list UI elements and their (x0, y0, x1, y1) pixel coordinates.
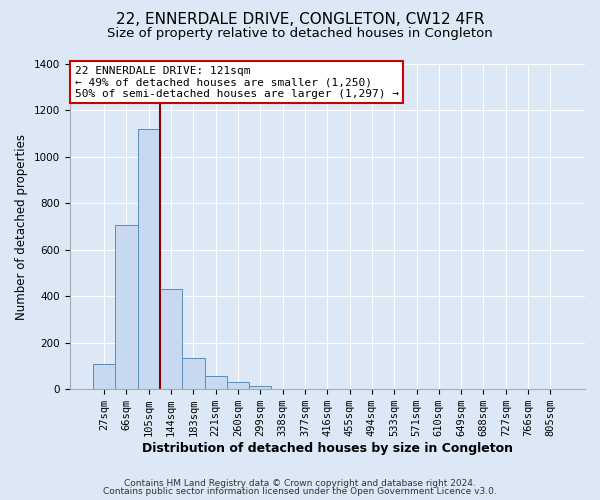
Bar (137, 129, 160, 389)
Bar (182, 358, 205, 389)
Bar (249, 386, 271, 389)
Text: Contains public sector information licensed under the Open Government Licence v3: Contains public sector information licen… (103, 487, 497, 496)
Bar (227, 382, 249, 389)
Bar (115, 226, 137, 389)
Bar (205, 376, 227, 389)
Y-axis label: Number of detached properties: Number of detached properties (15, 134, 28, 320)
Bar (160, 290, 182, 389)
Bar (93, 364, 115, 389)
Text: 22 ENNERDALE DRIVE: 121sqm
← 49% of detached houses are smaller (1,250)
50% of s: 22 ENNERDALE DRIVE: 121sqm ← 49% of deta… (74, 66, 398, 99)
Text: 22, ENNERDALE DRIVE, CONGLETON, CW12 4FR: 22, ENNERDALE DRIVE, CONGLETON, CW12 4FR (116, 12, 484, 28)
Text: Size of property relative to detached houses in Congleton: Size of property relative to detached ho… (107, 28, 493, 40)
Text: Contains HM Land Registry data © Crown copyright and database right 2024.: Contains HM Land Registry data © Crown c… (124, 478, 476, 488)
X-axis label: Distribution of detached houses by size in Congleton: Distribution of detached houses by size … (142, 442, 513, 455)
